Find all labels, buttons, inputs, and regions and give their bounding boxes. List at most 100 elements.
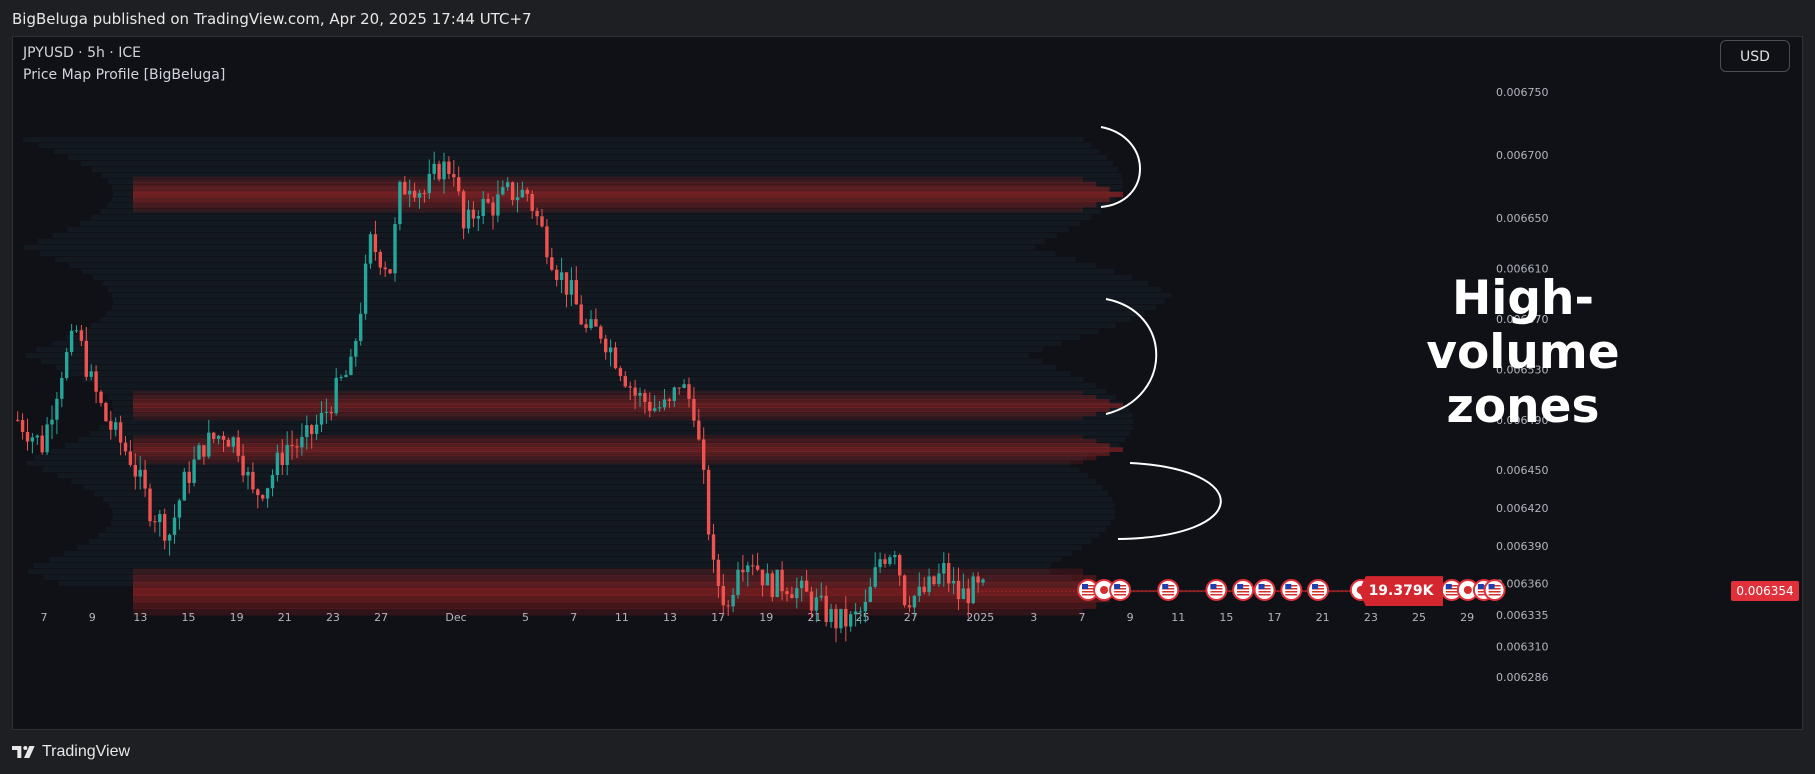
profile-bin <box>38 143 1092 148</box>
flag-canton <box>1477 584 1484 589</box>
time-tick-label: 11 <box>615 611 629 624</box>
candle-body <box>447 161 451 175</box>
price-tick-label: 0.006490 <box>1496 414 1549 427</box>
candle-body <box>697 420 701 440</box>
price-chart[interactable]: 0.006750 0.006700 0.006650 0.006610 0.006570… <box>13 37 1803 730</box>
candle-body <box>153 521 157 523</box>
candle-body <box>427 173 431 194</box>
chart-area[interactable]: 0.006750 0.006700 0.006650 0.006610 0.006570… <box>12 36 1803 730</box>
candle-body <box>118 422 123 443</box>
candle-body <box>535 210 539 217</box>
volume-zone-band <box>133 443 1110 448</box>
profile-bin <box>108 395 1117 400</box>
candle-body <box>584 324 588 328</box>
candle-body <box>594 319 598 327</box>
candle-body <box>976 576 980 583</box>
candle-body <box>128 451 133 465</box>
candle-body <box>755 565 760 570</box>
flag-stripe <box>1285 594 1298 596</box>
profile-bin <box>112 407 1129 412</box>
annotation-brackets <box>1100 126 1222 540</box>
candle-body <box>270 475 275 489</box>
flag-stripe <box>1258 591 1271 593</box>
profile-bin <box>90 323 1116 328</box>
flag-stripe <box>1162 591 1175 593</box>
flag-canton <box>1082 584 1088 589</box>
candle-body <box>760 569 765 586</box>
candle-body <box>780 569 784 592</box>
volume-zone-band <box>133 434 1083 440</box>
profile-bin <box>51 341 1062 346</box>
profile-bin <box>91 215 1092 220</box>
volume-label-tag: 19.379K <box>1359 576 1443 607</box>
time-tick-label: 13 <box>133 611 147 624</box>
profile-bin <box>52 233 1057 238</box>
profile-bin <box>78 437 1126 442</box>
time-tick-label: 13 <box>663 611 677 624</box>
candle-body <box>40 435 44 453</box>
symbol-legend[interactable]: JPYUSD · 5h · ICE <box>23 45 141 61</box>
candle-body <box>246 471 250 476</box>
candle-body <box>197 445 201 460</box>
candle-body <box>104 402 108 422</box>
candle-body <box>359 313 363 341</box>
flag-stripe <box>1082 591 1094 593</box>
profile-bin <box>102 497 1113 502</box>
tradingview-logo[interactable]: TradingView <box>12 743 130 761</box>
currency-button[interactable]: USD <box>1720 40 1790 72</box>
candle-body <box>633 387 637 396</box>
candle-body <box>265 488 270 499</box>
profile-bin <box>33 563 1051 568</box>
candle-body <box>628 386 632 388</box>
profile-bin <box>79 329 1099 334</box>
profile-bin <box>55 257 1076 262</box>
volume-zone-band <box>133 196 1110 203</box>
candle-body <box>790 594 794 599</box>
profile-bin <box>26 461 1071 466</box>
candle-body <box>623 376 627 387</box>
candle-body <box>858 611 863 613</box>
volume-zone-band <box>133 415 1083 421</box>
tradingview-brand: TradingView <box>42 743 131 760</box>
flag-stripe <box>1312 591 1325 593</box>
price-tick-label: 0.006700 <box>1496 149 1549 162</box>
flag-canton <box>1237 584 1244 589</box>
volume-zone-band <box>133 451 1110 457</box>
indicator-legend[interactable]: Price Map Profile [BigBeluga] <box>23 67 226 83</box>
candle-body <box>579 304 583 325</box>
candle-body <box>368 234 373 264</box>
profile-bin <box>92 275 1133 280</box>
profile-bin <box>110 521 1112 526</box>
candle-body <box>907 605 912 608</box>
volume-zone-band <box>133 181 1097 188</box>
candle-body <box>574 280 578 305</box>
candle-body <box>378 251 382 268</box>
time-tick-label: 3 <box>1030 611 1037 624</box>
candle-body <box>403 181 407 195</box>
profile-bin <box>105 527 1107 532</box>
profile-bin <box>88 539 1092 544</box>
candle-body <box>486 198 490 203</box>
candle-body <box>917 586 921 596</box>
candle-body <box>653 408 657 411</box>
candle-body <box>765 573 770 586</box>
candle-body <box>956 580 961 600</box>
time-tick-label: 9 <box>89 611 96 624</box>
price-tick-label: 0.006335 <box>1496 609 1549 622</box>
time-tick-label: 11 <box>1171 611 1185 624</box>
flag-stripe <box>1210 594 1223 596</box>
flag-stripe <box>1210 591 1223 593</box>
us-flag-icon <box>1307 579 1330 601</box>
candle-body <box>741 569 745 573</box>
candle-body <box>672 387 676 401</box>
candle-body <box>471 209 476 219</box>
time-tick-label: 17 <box>1268 611 1282 624</box>
candle-body <box>408 190 412 195</box>
time-tick-label: 19 <box>759 611 773 624</box>
candle-body <box>55 398 59 420</box>
candle-body <box>638 392 642 396</box>
us-flag-icon <box>1157 579 1180 601</box>
marker-ring <box>1205 579 1228 601</box>
time-tick-label: 25 <box>856 611 870 624</box>
volume-zone-band <box>133 568 1083 576</box>
